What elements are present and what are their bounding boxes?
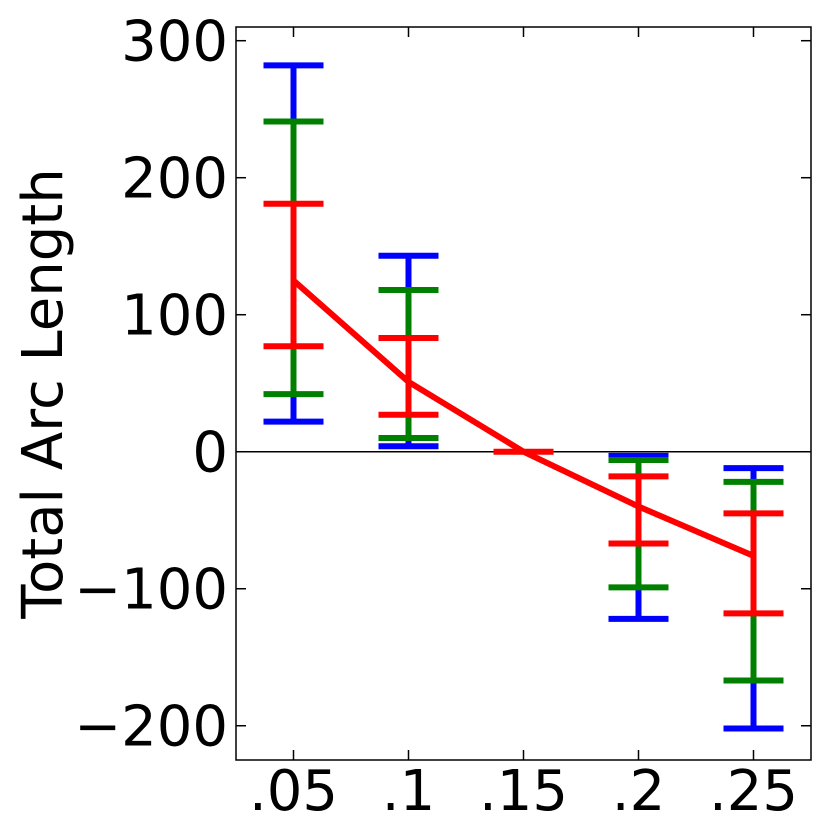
y-tick-label-4: 200 bbox=[121, 147, 228, 212]
y-tick-label-5: 300 bbox=[121, 10, 228, 75]
y-tick-label-3: 100 bbox=[121, 284, 228, 349]
x-tick-label-4: .25 bbox=[709, 759, 798, 824]
series-line bbox=[291, 278, 755, 559]
x-tick-label-3: .2 bbox=[612, 759, 665, 824]
x-tick-label-1: .1 bbox=[382, 759, 435, 824]
ticks-layer: −200 −100 0 100 200 300 .05 .1 .15 .2 .25 bbox=[74, 10, 811, 824]
y-tick-label-1: −100 bbox=[74, 558, 228, 623]
y-axis-label: Total Arc Length bbox=[11, 168, 76, 619]
x-tick-label-0: .05 bbox=[249, 759, 338, 824]
y-tick-label-2: 0 bbox=[192, 421, 228, 486]
y-tick-label-0: −200 bbox=[74, 695, 228, 760]
labels-layer: Total Arc Length bbox=[11, 168, 76, 619]
plot-layer bbox=[236, 62, 811, 732]
x-tick-label-2: .15 bbox=[479, 759, 568, 824]
